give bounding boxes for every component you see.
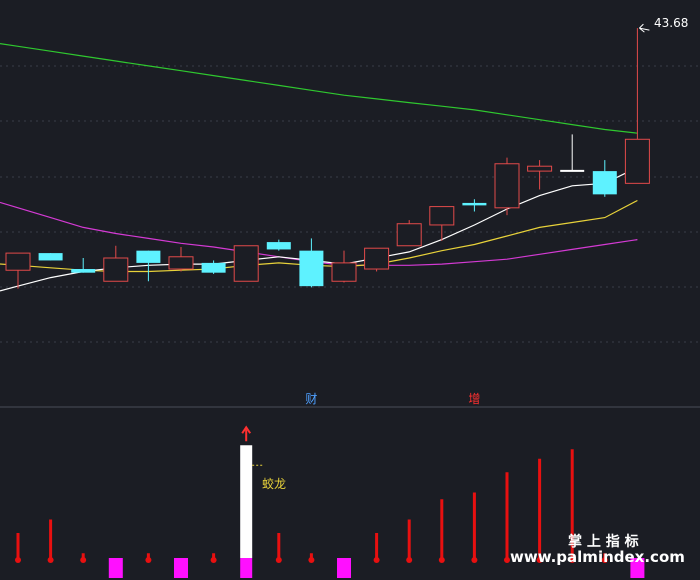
candle-body-10 — [331, 262, 357, 282]
candle-body-14 — [462, 202, 487, 206]
candle-body-2 — [71, 269, 96, 273]
candle-body-11 — [364, 247, 390, 270]
volume-bars — [15, 425, 645, 578]
volume-bar-19 — [630, 558, 645, 578]
volume-dot-12 — [406, 557, 413, 563]
volume-bar-7 — [240, 445, 253, 558]
volume-bar-10 — [337, 558, 351, 578]
candle-body-4 — [136, 250, 161, 263]
volume-up-arrow-head — [241, 425, 252, 434]
candle-body-13 — [429, 206, 455, 226]
candle-body-6 — [201, 262, 226, 273]
volume-bar-5 — [174, 558, 188, 578]
volume-dot-6 — [210, 557, 217, 563]
candle-body-9 — [299, 250, 324, 287]
candle-body-0 — [5, 252, 31, 271]
volume-bar-3 — [108, 558, 123, 578]
grid-lines — [0, 65, 700, 408]
marker-zeng: 增 — [468, 392, 480, 406]
high-price-label: 43.68 — [654, 16, 688, 30]
marker-cai: 财 — [305, 392, 317, 406]
candle-body-7 — [233, 245, 259, 282]
candle-body-3 — [103, 257, 129, 282]
candle-body-1 — [38, 253, 63, 261]
volume-dot-11 — [373, 557, 380, 563]
volume-dot-18 — [601, 557, 608, 563]
volume-dot-2 — [80, 557, 87, 563]
volume-dot-9 — [308, 557, 315, 563]
volume-bar-base-7 — [240, 558, 253, 578]
candlesticks — [5, 23, 650, 289]
ma-line-green — [0, 43, 638, 134]
volume-dot-14 — [471, 557, 478, 563]
candle-body-17 — [560, 169, 585, 172]
candle-body-18 — [592, 171, 617, 195]
volume-dot-16 — [536, 557, 543, 563]
watermark-url: www.palmindex.com — [510, 548, 685, 566]
volume-dot-8 — [275, 557, 282, 563]
candle-body-8 — [266, 242, 291, 250]
high-pointer-arrow — [639, 23, 650, 33]
volume-dot-15 — [504, 557, 510, 563]
candle-body-19 — [624, 138, 650, 184]
volume-dot-0 — [15, 557, 21, 563]
candle-body-12 — [396, 223, 422, 247]
candle-body-16 — [527, 165, 553, 172]
volume-dot-1 — [47, 557, 54, 563]
volume-dot-17 — [569, 557, 576, 563]
volume-label-jiaolong: 蛟龙 — [262, 476, 286, 491]
watermark-title: 掌 上 指 标 — [568, 533, 639, 550]
candle-body-5 — [168, 256, 194, 270]
volume-dot-4 — [145, 557, 152, 563]
volume-dot-13 — [438, 557, 445, 563]
candle-body-15 — [494, 163, 520, 209]
chart-labels: 43.68 财 增 蛟龙 掌 上 指 标 www.palmindex.com — [262, 16, 688, 566]
